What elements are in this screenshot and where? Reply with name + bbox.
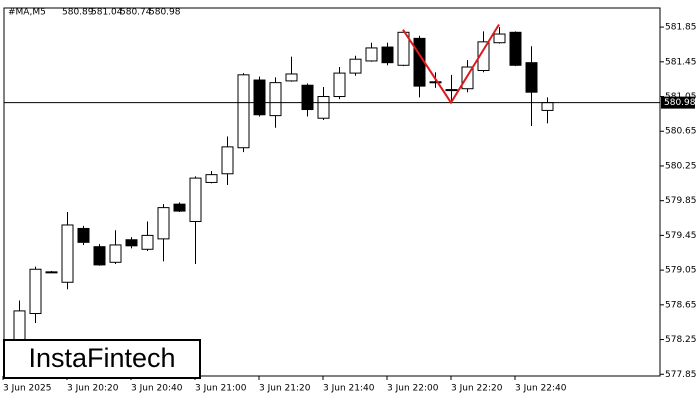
candle-body — [221, 146, 234, 175]
candle-body — [477, 41, 490, 71]
candle-body — [125, 239, 138, 247]
candle-body — [109, 244, 122, 263]
logo: InstaFintech — [28, 343, 175, 373]
x-tick-label: 3 Jun 22:40 — [515, 384, 567, 394]
candle-body — [189, 177, 202, 223]
plot-frame — [3, 7, 661, 377]
candle-body — [445, 89, 458, 92]
candle-body — [61, 224, 74, 283]
candle-body — [333, 72, 346, 98]
candle-body — [493, 33, 506, 44]
candle-body — [205, 174, 218, 183]
y-tick-label: 578.25 — [665, 335, 697, 345]
y-tick-label: 580.25 — [665, 161, 697, 171]
y-tick-label: 579.45 — [665, 231, 697, 241]
x-tick-label: 3 Jun 20:40 — [131, 384, 183, 394]
candle-body — [381, 46, 394, 64]
candle-body — [317, 96, 330, 119]
y-tick-label: 580.65 — [665, 127, 697, 137]
candle-body — [525, 62, 538, 93]
x-tick-label: 3 Jun 21:00 — [195, 384, 247, 394]
y-tick-label: 581.85 — [665, 23, 697, 33]
candle-body — [253, 79, 266, 116]
candle-body — [301, 84, 314, 111]
x-tick-label: 3 Jun 21:40 — [323, 384, 375, 394]
logo-box — [3, 339, 201, 379]
candle-body — [237, 74, 250, 149]
candle-body — [541, 102, 554, 111]
candle-body — [157, 207, 170, 240]
candle-body — [285, 73, 298, 82]
candle-body — [509, 31, 522, 66]
header-high: 581.04 — [91, 8, 123, 18]
y-tick-label: 579.85 — [665, 196, 697, 206]
y-tick-label: 577.85 — [665, 370, 697, 380]
x-tick-label: 3 Jun 22:00 — [387, 384, 439, 394]
candle-body — [93, 246, 106, 266]
header-low: 580.74 — [120, 8, 152, 18]
x-tick-label: 3 Jun 20:20 — [67, 384, 119, 394]
candle-body — [269, 82, 282, 117]
pattern-line — [402, 23, 500, 105]
price-label-box — [661, 96, 695, 109]
candle-body — [173, 203, 186, 212]
y-tick-label: 579.05 — [665, 266, 697, 276]
candle-body — [365, 47, 378, 62]
header-close: 580.98 — [149, 8, 181, 18]
chart-title: #MA,M5 — [8, 8, 46, 18]
x-tick-label: 3 Jun 21:20 — [259, 384, 311, 394]
candle-body — [397, 31, 410, 66]
candle-body — [77, 227, 90, 243]
price-label: 580.98 — [664, 98, 696, 108]
x-tick-label: 3 Jun 2025 — [3, 384, 51, 394]
candle-body — [29, 268, 42, 315]
y-tick-label: 581.45 — [665, 57, 697, 67]
candle-body — [429, 81, 442, 84]
candle-body — [349, 58, 362, 74]
header-open: 580.89 — [62, 8, 94, 18]
candle-body — [141, 234, 154, 250]
x-tick-label: 3 Jun 22:20 — [451, 384, 503, 394]
y-tick-label: 578.65 — [665, 300, 697, 310]
candle-body — [45, 271, 58, 274]
candle-body — [461, 66, 474, 90]
